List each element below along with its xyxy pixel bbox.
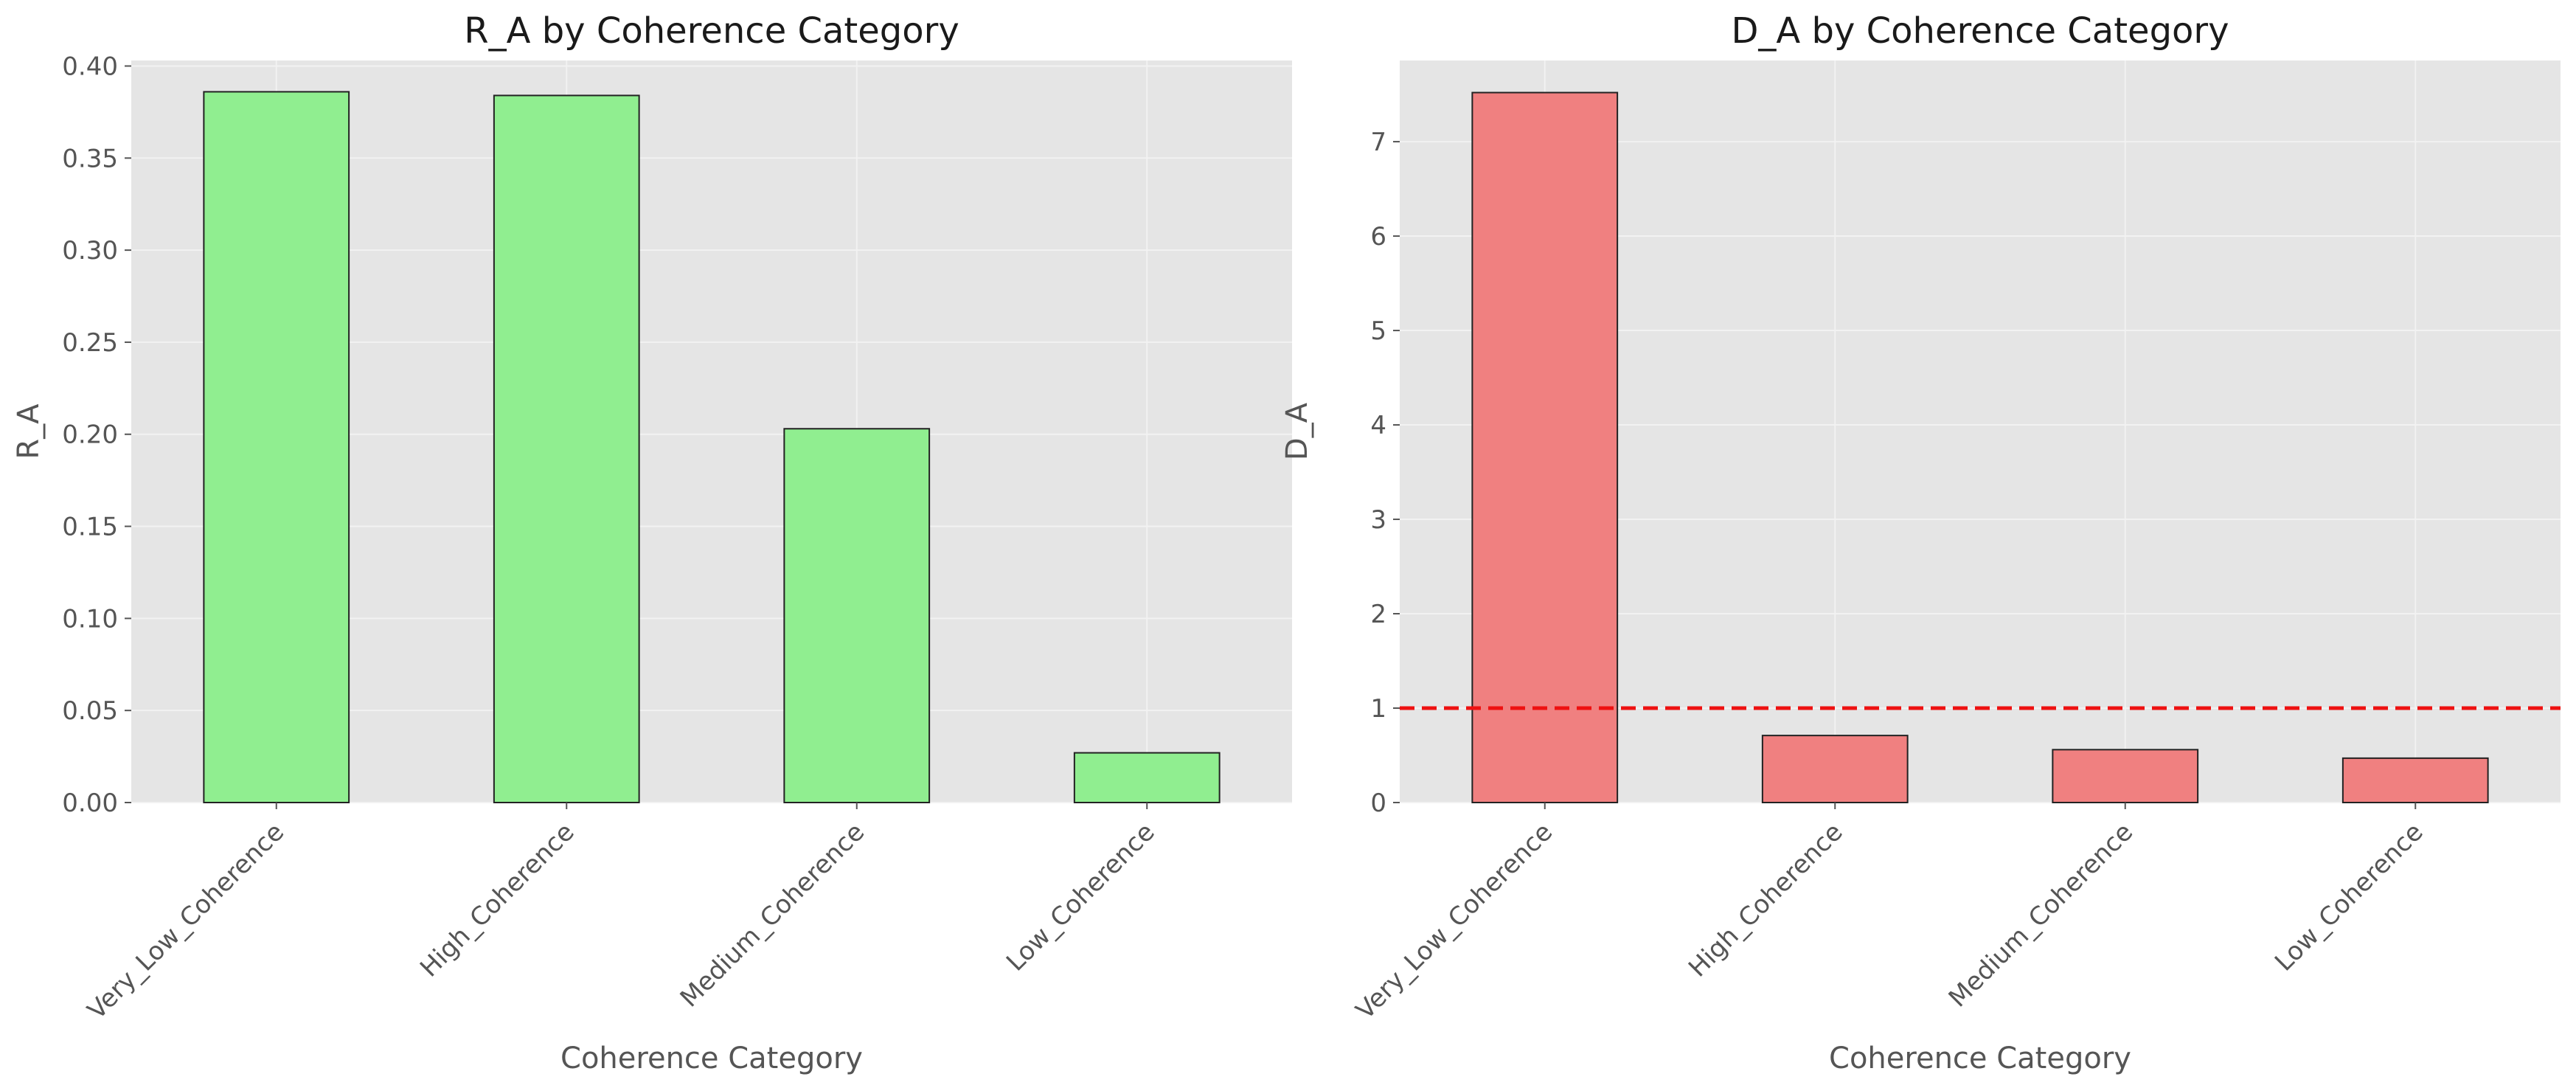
y-tick-label: 0 (1370, 789, 1386, 818)
y-tick-label: 4 (1370, 411, 1386, 440)
bar-medium-coherence (2052, 749, 2199, 803)
y-tick-label: 0.35 (62, 144, 118, 173)
chart-title: R_A by Coherence Category (464, 10, 959, 52)
bar-high-coherence (1761, 735, 1909, 803)
x-axis-label: Coherence Category (1829, 1042, 2131, 1075)
x-tick-label: Very_Low_Coherence (82, 817, 290, 1025)
y-axis-label: R_A (12, 403, 46, 460)
y-tick-label: 0.25 (62, 328, 118, 358)
y-tick-label: 5 (1370, 316, 1386, 346)
y-tick-label: 0.00 (62, 789, 118, 818)
r-a-chart-panel: 0.00 0.05 0.10 0.15 0.20 0.25 0.30 0.35 0.40 Very… (12, 10, 1292, 1075)
bar-high-coherence (493, 94, 640, 804)
x-tick-label: High_Coherence (414, 817, 580, 983)
bar-low-coherence (1073, 752, 1221, 804)
y-tick-label: 1 (1370, 694, 1386, 724)
chart-title: D_A by Coherence Category (1731, 10, 2229, 52)
d-a-chart-panel: 0 1 2 3 4 5 6 7 Very_Low_Coherence High_Coherence… (1280, 10, 2561, 1075)
bar-very-low-coherence (203, 91, 350, 804)
x-tick-label: Medium_Coherence (1943, 817, 2139, 1013)
bar-very-low-coherence (1471, 91, 1619, 803)
y-tick-label: 0.05 (62, 696, 118, 726)
y-tick-label: 3 (1370, 505, 1386, 535)
y-tick-label: 7 (1370, 128, 1386, 157)
y-tick-label: 0.40 (62, 52, 118, 81)
x-axis-label: Coherence Category (560, 1042, 863, 1075)
y-tick-label: 0.15 (62, 513, 118, 542)
y-tick-label: 0.20 (62, 420, 118, 450)
y-axis-label: D_A (1280, 402, 1314, 460)
y-tick-label: 2 (1370, 600, 1386, 629)
y-tick-label: 6 (1370, 222, 1386, 252)
y-tick-label: 0.10 (62, 604, 118, 634)
y-tick-label: 0.30 (62, 236, 118, 266)
bar-medium-coherence (783, 428, 931, 803)
x-tick-label: High_Coherence (1683, 817, 1848, 983)
x-tick-label: Low_Coherence (1001, 817, 1161, 977)
x-tick-label: Medium_Coherence (675, 817, 870, 1013)
bar-low-coherence (2341, 757, 2489, 803)
x-tick-label: Very_Low_Coherence (1350, 817, 1558, 1025)
x-tick-label: Low_Coherence (2269, 817, 2429, 977)
